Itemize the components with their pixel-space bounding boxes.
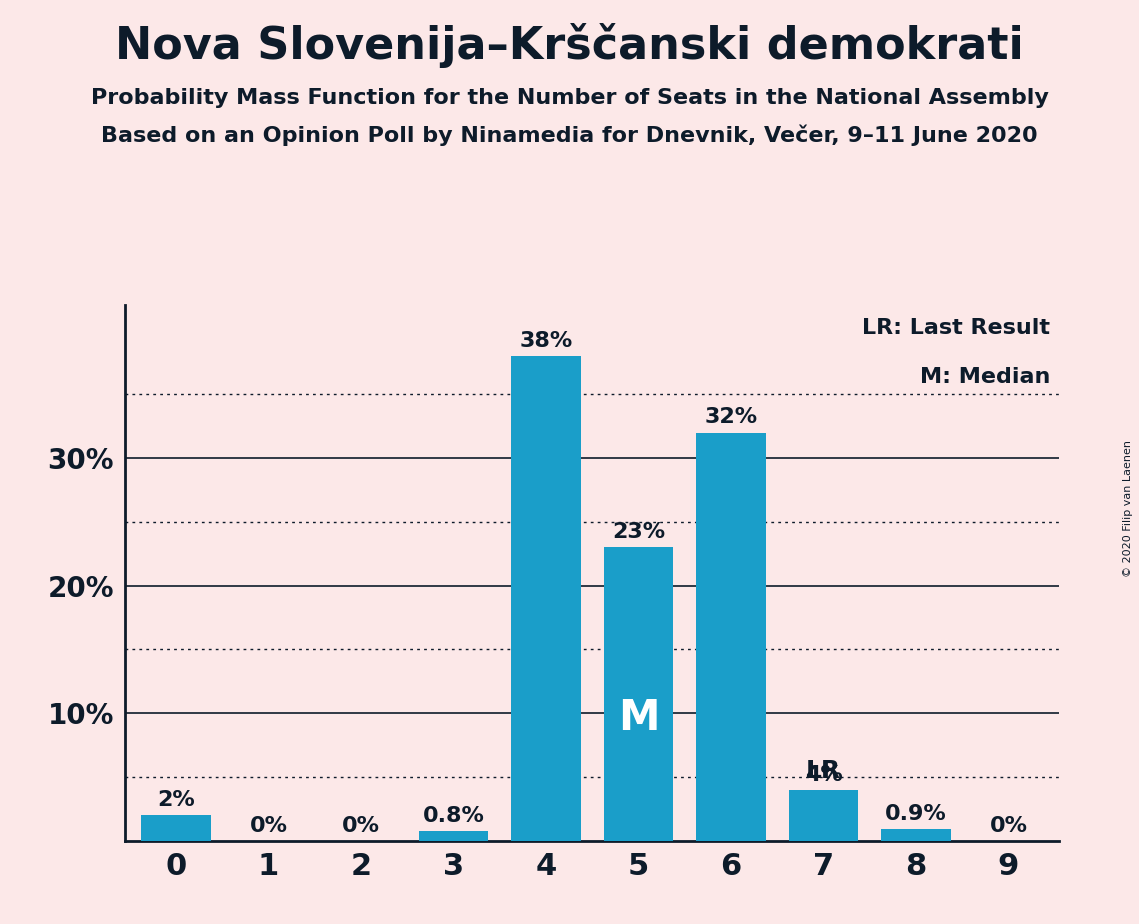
Text: 4%: 4% [804,765,843,784]
Bar [511,356,581,841]
Bar [419,831,489,841]
Text: Nova Slovenija–Krščanski demokrati: Nova Slovenija–Krščanski demokrati [115,23,1024,68]
Text: 2%: 2% [157,790,195,810]
Text: M: M [617,697,659,738]
Text: 32%: 32% [704,407,757,428]
Bar [696,432,765,841]
Text: 0.8%: 0.8% [423,806,484,825]
Text: Probability Mass Function for the Number of Seats in the National Assembly: Probability Mass Function for the Number… [91,88,1048,108]
Text: 38%: 38% [519,331,573,351]
Text: M: Median: M: Median [919,367,1050,386]
Text: 0%: 0% [342,816,380,835]
Bar [604,547,673,841]
Text: 0.9%: 0.9% [885,804,947,824]
Text: LR: LR [806,760,841,784]
Text: 0%: 0% [990,816,1027,835]
Bar [141,815,211,841]
Bar [882,830,951,841]
Text: 23%: 23% [612,522,665,542]
Text: Based on an Opinion Poll by Ninamedia for Dnevnik, Večer, 9–11 June 2020: Based on an Opinion Poll by Ninamedia fo… [101,125,1038,146]
Text: © 2020 Filip van Laenen: © 2020 Filip van Laenen [1123,440,1133,577]
Text: 0%: 0% [249,816,288,835]
Text: LR: Last Result: LR: Last Result [862,319,1050,338]
Bar [789,790,858,841]
